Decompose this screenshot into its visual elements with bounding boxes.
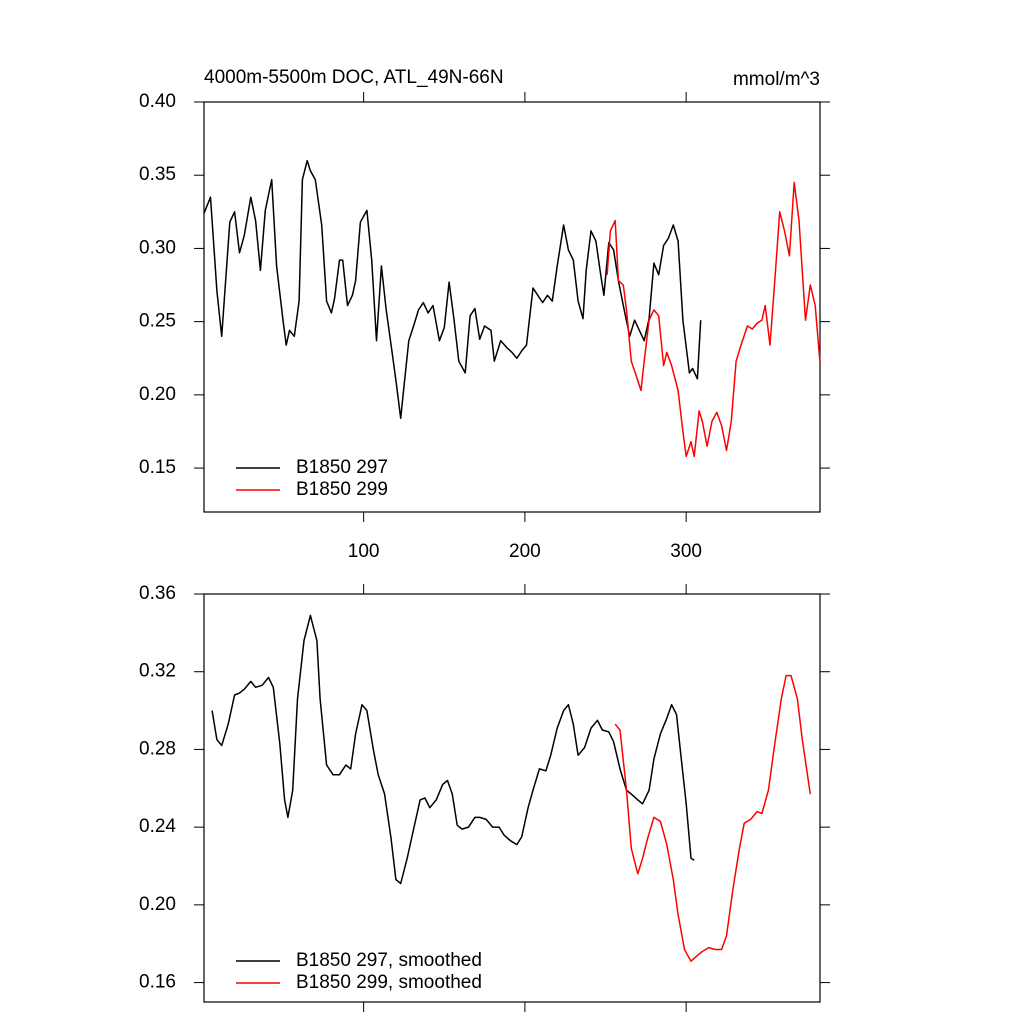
y-tick-label: 0.15: [139, 457, 176, 478]
series-line: [606, 181, 821, 458]
y-tick-label: 0.28: [139, 738, 176, 759]
series-line: [203, 159, 702, 420]
y-tick-label: 0.30: [139, 237, 176, 258]
plot-frame: [203, 101, 821, 513]
series-line: [614, 674, 812, 962]
units-label: mmol/m^3: [733, 69, 820, 90]
y-tick-label: 0.36: [139, 583, 176, 604]
y-tick-label: 0.20: [139, 894, 176, 915]
y-tick-label: 0.16: [139, 972, 176, 993]
chart-title: 4000m-5500m DOC, ATL_49N-66N: [204, 67, 504, 88]
y-tick-label: 0.25: [139, 311, 176, 332]
y-tick-label: 0.24: [139, 816, 176, 837]
y-tick-label: 0.32: [139, 661, 176, 682]
x-tick-label: 300: [670, 541, 702, 562]
legend-label: B1850 299, smoothed: [296, 972, 482, 993]
plot-frame: [203, 593, 821, 1003]
y-tick-label: 0.40: [139, 91, 176, 112]
x-tick-label: 100: [348, 541, 380, 562]
legend-label: B1850 297, smoothed: [296, 950, 482, 971]
y-tick-label: 0.20: [139, 384, 176, 405]
x-tick-label: 200: [509, 541, 541, 562]
y-tick-label: 0.35: [139, 164, 176, 185]
legend-label: B1850 297: [296, 457, 388, 478]
series-line: [211, 614, 695, 885]
legend-label: B1850 299: [296, 479, 388, 500]
